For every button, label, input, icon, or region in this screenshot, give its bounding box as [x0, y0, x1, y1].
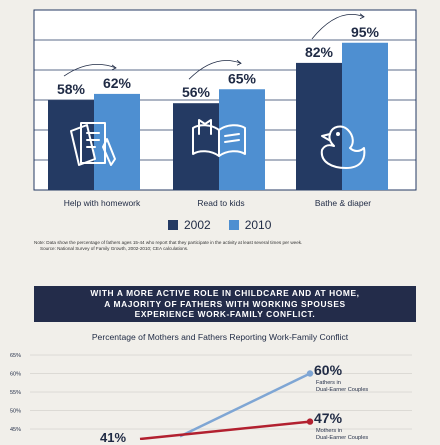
mothers-label-line-2: Dual-Earner Couples	[316, 435, 369, 442]
y-tick-label: 45%	[10, 427, 21, 433]
category-label-homework: Help with homework	[63, 198, 141, 208]
book-bookmark	[198, 119, 212, 135]
book-lines	[224, 133, 240, 143]
value-label-2002-1: 56%	[182, 84, 211, 100]
value-label-2002-2: 82%	[305, 44, 334, 60]
value-label-2002-0: 58%	[57, 81, 86, 97]
homework-sheet	[80, 122, 106, 164]
value-label-2010-2: 95%	[351, 24, 380, 40]
trend-arrow	[311, 13, 365, 40]
fathers-label-line-2: Dual-Earner Couples	[316, 387, 369, 394]
homework-icon	[70, 122, 116, 166]
duck-eye	[336, 132, 340, 136]
rubber-duck-icon	[320, 125, 366, 169]
y-tick-label: 50%	[10, 409, 21, 415]
mothers-label-line-1: Mothers in	[316, 428, 343, 434]
fathers-label: Fathers in Dual-Earner Couples	[316, 380, 368, 395]
value-label-2010-1: 65%	[228, 70, 257, 86]
category-label-bathe: Bathe & diaper	[314, 198, 372, 208]
legend-swatch-2010	[228, 220, 239, 230]
mothers-label: Mothers in Dual-Earner Couples	[316, 428, 368, 443]
bar-2010-1	[219, 89, 265, 190]
chart-note: Note: Data show the percentage of father…	[34, 240, 414, 252]
fathers-end-value: 60%	[314, 362, 343, 378]
category-label-read: Read to kids	[197, 198, 245, 208]
y-tick-label: 55%	[10, 390, 21, 396]
trend-arrowhead	[236, 59, 242, 66]
bar-2010-0	[94, 93, 140, 190]
start-value-label: 41%	[100, 430, 127, 445]
y-tick-label: 60%	[10, 372, 21, 378]
homework-pencil	[102, 138, 116, 166]
line-chart: 65% 60% 55% 50% 45%	[10, 353, 412, 440]
duck-body	[320, 125, 366, 169]
duck-beak	[321, 133, 331, 141]
banner-line-3: EXPERIENCE WORK-FAMILY CONFLICT.	[134, 309, 316, 320]
fathers-line	[179, 372, 311, 438]
homework-lines	[86, 132, 100, 148]
trend-arrow	[63, 63, 117, 77]
mothers-end-point	[306, 418, 314, 425]
banner-line-2: A MAJORITY OF FATHERS WITH WORKING SPOUS…	[104, 298, 346, 309]
bar-2002-0	[48, 100, 94, 190]
value-label-2010-0: 62%	[103, 75, 132, 91]
mothers-end-value: 47%	[314, 410, 343, 426]
bar-2002-2	[296, 62, 342, 190]
mothers-line	[139, 420, 311, 440]
legend: 2002 2010	[168, 218, 271, 232]
legend-label-2002: 2002	[184, 218, 211, 232]
book-icon	[192, 119, 246, 157]
bar-chart: 58% 62% 56% 65% 82% 95%	[33, 9, 417, 191]
headline-banner: WITH A MORE ACTIVE ROLE IN CHILDCARE AND…	[34, 286, 416, 322]
bar-2002-1	[173, 103, 219, 190]
y-tick-label: 65%	[10, 353, 21, 359]
legend-swatch-2002	[168, 220, 178, 230]
trend-arrowhead	[359, 13, 365, 20]
trend-arrow	[188, 60, 242, 80]
bar-2010-2	[342, 42, 388, 190]
fathers-label-line-1: Fathers in	[316, 380, 341, 386]
trend-arrowhead	[111, 64, 117, 71]
line-chart-title: Percentage of Mothers and Fathers Report…	[91, 332, 349, 342]
note-source: Source: National Survey of Family Growth…	[40, 246, 189, 252]
legend-label-2010: 2010	[244, 218, 272, 232]
banner-line-1: WITH A MORE ACTIVE ROLE IN CHILDCARE AND…	[90, 288, 360, 299]
fathers-end-point	[306, 370, 314, 377]
note-line-1: Note: Data show the percentage of father…	[34, 240, 303, 245]
